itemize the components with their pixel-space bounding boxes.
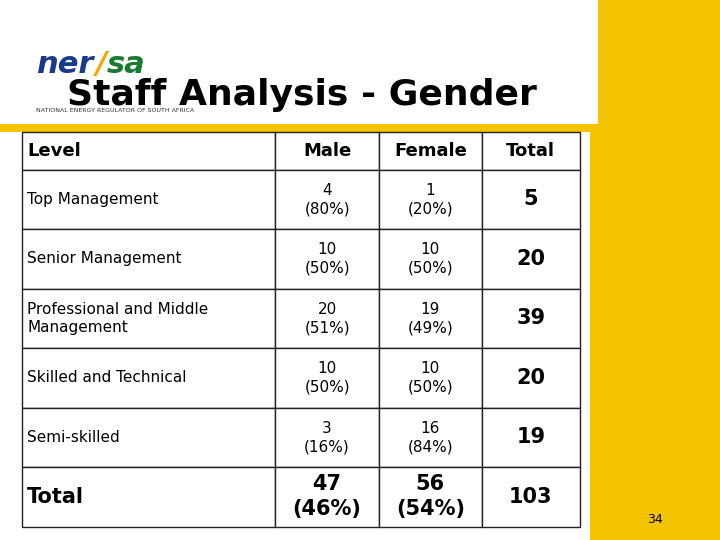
Text: 10
(50%): 10 (50%): [408, 242, 453, 276]
Text: 16
(84%): 16 (84%): [408, 421, 453, 454]
Bar: [379, 229, 482, 289]
Text: Male: Male: [303, 142, 351, 160]
Text: Female: Female: [394, 142, 467, 160]
Bar: [379, 132, 482, 170]
Bar: [379, 170, 482, 229]
Bar: [482, 348, 580, 408]
Text: Senior Management: Senior Management: [27, 252, 182, 266]
Text: Skilled and Technical: Skilled and Technical: [27, 370, 187, 386]
Text: sa: sa: [107, 50, 145, 79]
Text: /: /: [96, 50, 107, 79]
Text: 19: 19: [516, 427, 545, 447]
Bar: [276, 467, 379, 526]
Text: 5: 5: [523, 190, 538, 210]
Text: 20
(51%): 20 (51%): [305, 302, 350, 335]
Bar: [22, 408, 276, 467]
Text: 20: 20: [516, 368, 545, 388]
Text: 3
(16%): 3 (16%): [305, 421, 350, 454]
Bar: [276, 170, 379, 229]
Text: NATIONAL ENERGY REGULATOR OF SOUTH AFRICA: NATIONAL ENERGY REGULATOR OF SOUTH AFRIC…: [36, 108, 194, 113]
Bar: [482, 229, 580, 289]
Bar: [0, 124, 720, 132]
Bar: [276, 348, 379, 408]
Text: 10
(50%): 10 (50%): [305, 361, 350, 395]
Bar: [379, 289, 482, 348]
Text: 10
(50%): 10 (50%): [408, 361, 453, 395]
Bar: [276, 408, 379, 467]
Bar: [590, 0, 720, 540]
Bar: [22, 229, 276, 289]
Bar: [22, 170, 276, 229]
Bar: [0, 0, 598, 127]
Bar: [0, 132, 590, 540]
Bar: [276, 229, 379, 289]
Text: 47
(46%): 47 (46%): [292, 474, 361, 519]
Bar: [482, 170, 580, 229]
Bar: [482, 289, 580, 348]
Text: 1
(20%): 1 (20%): [408, 183, 453, 217]
Text: 103: 103: [509, 487, 552, 507]
Text: ner: ner: [36, 50, 94, 79]
Bar: [276, 132, 379, 170]
Text: 34: 34: [647, 513, 663, 526]
Text: 39: 39: [516, 308, 545, 328]
Text: Total: Total: [506, 142, 555, 160]
Text: 56
(54%): 56 (54%): [396, 474, 465, 519]
Text: Semi-skilled: Semi-skilled: [27, 430, 120, 445]
PathPatch shape: [540, 130, 720, 540]
Text: 10
(50%): 10 (50%): [305, 242, 350, 276]
Bar: [482, 132, 580, 170]
Bar: [379, 348, 482, 408]
Text: 19
(49%): 19 (49%): [408, 302, 453, 335]
Text: Total: Total: [27, 487, 84, 507]
Text: Top Management: Top Management: [27, 192, 159, 207]
Bar: [22, 132, 276, 170]
Bar: [0, 0, 720, 127]
Bar: [379, 467, 482, 526]
Bar: [22, 289, 276, 348]
Bar: [379, 408, 482, 467]
Bar: [276, 289, 379, 348]
Text: Staff Analysis - Gender: Staff Analysis - Gender: [68, 78, 537, 111]
Text: 20: 20: [516, 249, 545, 269]
Bar: [22, 467, 276, 526]
Text: Professional and Middle
Management: Professional and Middle Management: [27, 302, 209, 335]
Bar: [22, 348, 276, 408]
Text: 4
(80%): 4 (80%): [305, 183, 350, 217]
Text: Level: Level: [27, 142, 81, 160]
Bar: [482, 467, 580, 526]
Bar: [482, 408, 580, 467]
